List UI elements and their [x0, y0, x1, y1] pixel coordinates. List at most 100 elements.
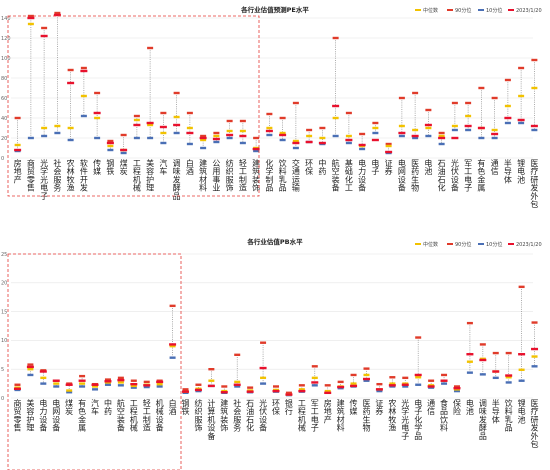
p10-marker	[104, 383, 111, 386]
category-label: 医疗研发外包	[530, 159, 538, 209]
p10-marker	[120, 151, 127, 155]
y-tick-label: 25	[1, 252, 7, 258]
current-marker	[504, 116, 512, 120]
current-marker	[531, 347, 539, 351]
p90-marker	[279, 116, 286, 120]
p10-marker	[169, 356, 176, 359]
pb-legend: 中位数 90分位 10分位 2023/1/20	[415, 241, 542, 248]
p90-marker	[311, 365, 318, 368]
current-marker	[345, 138, 353, 142]
median-marker	[306, 134, 313, 138]
p90-marker	[466, 321, 473, 325]
p90-marker	[285, 391, 292, 395]
current-marker	[388, 384, 396, 387]
category-label: 商贸零售	[13, 398, 21, 433]
p10-marker	[453, 389, 460, 393]
median-marker	[169, 344, 176, 348]
p90-marker	[478, 86, 485, 90]
legend-median-label: 中位数	[423, 241, 438, 248]
category-label: 电子化学品	[414, 398, 422, 441]
p90-marker	[491, 96, 498, 100]
p10-marker	[266, 133, 273, 137]
p10-marker	[67, 138, 74, 142]
category-label: 半导体	[504, 158, 512, 184]
p90-marker	[266, 112, 273, 116]
p10-marker	[253, 149, 260, 153]
median-marker	[298, 388, 305, 391]
p90-marker	[319, 126, 326, 130]
p90-marker	[79, 374, 86, 378]
category-label: 汽车	[159, 158, 167, 176]
p90-marker	[117, 376, 124, 380]
p10-marker	[504, 121, 511, 125]
p10-marker	[27, 136, 34, 140]
current-marker	[350, 384, 358, 388]
category-label: 光伏设备	[259, 398, 267, 433]
category-label: 工程机械	[133, 159, 141, 193]
p90-marker	[337, 380, 344, 384]
median-marker	[389, 382, 396, 385]
y-tick-label: 40	[1, 116, 7, 122]
category-label: 环保	[272, 399, 280, 416]
p90-marker	[27, 363, 34, 366]
category-label: 商贸零售	[27, 158, 35, 193]
median-marker	[200, 138, 207, 142]
legend-median-label: 中位数	[423, 7, 438, 14]
current-marker	[130, 382, 138, 386]
category-label: 医药生物	[411, 159, 419, 193]
category-label: 中药	[318, 158, 326, 176]
current-marker	[93, 111, 101, 115]
p90-marker	[492, 351, 499, 355]
legend-p10-label: 10分位	[486, 7, 502, 14]
current-marker	[199, 136, 207, 140]
category-label: 建筑装饰	[220, 398, 228, 433]
y-tick-label: 5	[1, 367, 4, 373]
current-marker	[182, 390, 190, 393]
p90-marker	[451, 101, 458, 105]
y-tick-label: 140	[1, 16, 11, 22]
p90-marker	[143, 380, 150, 384]
p90-marker	[80, 66, 87, 70]
category-label: 光学光电子	[401, 398, 409, 441]
median-marker	[398, 124, 405, 128]
p90-marker	[130, 379, 137, 382]
median-marker	[41, 126, 48, 130]
legend-current-label: 2023/1/20	[516, 8, 542, 14]
current-marker	[226, 133, 234, 137]
current-marker	[159, 125, 167, 129]
p10-marker	[200, 146, 207, 150]
current-marker	[492, 370, 500, 373]
current-marker	[78, 379, 86, 382]
category-label: 基础化工	[345, 158, 353, 193]
p10-marker	[292, 146, 299, 150]
y-tick-label: 80	[1, 76, 7, 82]
median-marker	[54, 124, 61, 128]
median-marker	[465, 114, 472, 118]
pe-chart-panel: 各行业估值预测PE水平 中位数 90分位 10分位 2023/1/20 0 20 4…	[1, 5, 542, 209]
current-marker	[292, 141, 300, 145]
p10-marker	[332, 134, 339, 138]
median-marker	[208, 379, 215, 382]
p90-marker	[531, 58, 538, 62]
p10-marker	[372, 131, 379, 135]
current-marker	[311, 381, 319, 384]
current-marker	[120, 148, 128, 152]
median-marker	[363, 373, 370, 377]
median-marker	[412, 128, 419, 132]
category-label: 通信	[491, 158, 499, 176]
category-label: 光伏设备	[451, 158, 459, 193]
category-label: 调味发酵品	[479, 399, 487, 441]
y-tick-label: 10	[1, 338, 7, 344]
p10-marker	[478, 136, 485, 140]
p90-marker	[41, 26, 48, 30]
p90-marker	[186, 111, 193, 115]
median-marker	[213, 134, 220, 138]
current-marker	[505, 374, 513, 377]
median-marker	[466, 360, 473, 363]
median-marker	[133, 118, 140, 122]
median-marker	[491, 128, 498, 132]
median-marker	[372, 126, 379, 130]
category-label: 石油石化	[438, 159, 446, 193]
category-label: 房地产	[324, 398, 332, 424]
median-marker	[53, 382, 60, 385]
